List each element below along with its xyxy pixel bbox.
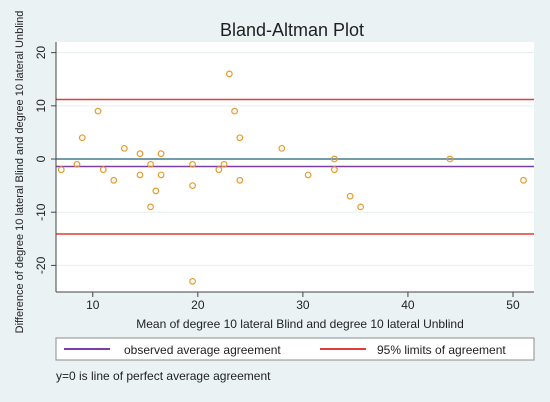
data-point-19: [225, 70, 233, 78]
data-point-4: [99, 166, 107, 174]
reference-lines: [56, 98, 534, 235]
x-tick-label-4: 50: [506, 298, 520, 312]
y-tick-label-0: -20: [34, 256, 48, 274]
data-point-0: [57, 166, 65, 174]
data-point-30: [520, 176, 527, 184]
y-tick-label-4: 20: [34, 46, 48, 60]
data-point-28: [357, 203, 365, 211]
data-point-1: [73, 160, 81, 168]
legend-label-limits: 95% limits of agreement: [377, 343, 506, 357]
data-point-8: [136, 171, 144, 179]
data-point-2: [78, 134, 86, 142]
data-point-3: [94, 107, 102, 115]
data-point-22: [236, 176, 244, 184]
data-point-7: [136, 150, 144, 158]
y-tick-label-3: 10: [34, 99, 48, 113]
data-point-29: [446, 155, 454, 163]
footnote: y=0 is line of perfect average agreement: [56, 369, 271, 383]
data-point-17: [215, 166, 223, 174]
data-point-5: [110, 176, 118, 184]
y-axis: -20 -10 0 10 20: [34, 42, 57, 292]
data-point-14: [189, 160, 196, 168]
data-point-6: [120, 144, 128, 152]
x-tick-label-1: 20: [191, 298, 205, 312]
data-point-18: [220, 160, 228, 168]
data-point-20: [231, 107, 238, 115]
data-point-10: [147, 203, 154, 211]
x-tick-label-3: 40: [401, 298, 415, 312]
x-tick-label-2: 30: [296, 298, 310, 312]
data-point-27: [346, 192, 354, 200]
chart-title: Bland-Altman Plot: [220, 20, 364, 40]
legend-label-mean: observed average agreement: [124, 343, 281, 357]
data-point-24: [304, 171, 312, 179]
x-tick-label-0: 10: [86, 298, 100, 312]
y-tick-label-2: 0: [34, 155, 48, 162]
data-point-11: [152, 187, 160, 195]
data-point-9: [147, 160, 154, 168]
data-point-15: [189, 182, 196, 190]
y-tick-label-1: -10: [34, 203, 48, 221]
legend: observed average agreement 95% limits of…: [55, 337, 535, 361]
x-axis-label: Mean of degree 10 lateral Blind and degr…: [136, 317, 464, 331]
data-point-13: [157, 171, 165, 179]
legend-box: [55, 337, 535, 361]
data-point-23: [278, 144, 286, 152]
data-point-12: [157, 150, 165, 158]
scatter-points: [57, 70, 527, 285]
data-point-25: [330, 155, 338, 163]
y-axis-label: Difference of degree 10 lateral Blind an…: [14, 11, 26, 334]
x-axis: 10 20 30 40 50: [56, 291, 534, 312]
data-point-21: [236, 134, 244, 142]
data-point-16: [189, 277, 196, 285]
data-point-26: [330, 166, 338, 174]
